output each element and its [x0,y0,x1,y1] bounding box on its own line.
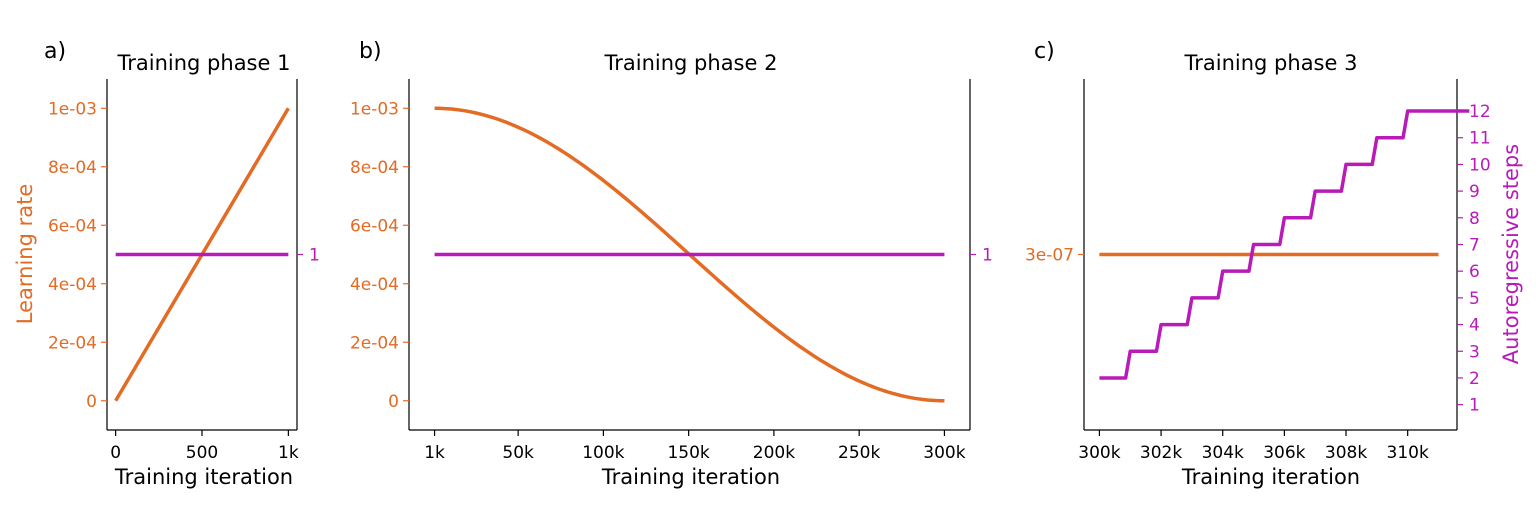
panel-b-x-tick-label: 100k [582,443,624,463]
panel-a-x-tick-label: 0 [110,443,121,463]
panel-c-x-tick-label: 306k [1263,443,1305,463]
panel-b-y-left-tick-label: 0 [388,392,399,412]
panel-c-y-right-tick-label: 10 [1469,155,1491,175]
panel-b-x-ticks: 1k 50k 100k 150k 200k 250k 300k [424,430,966,463]
panel-b-y-left-tick-label: 1e-03 [350,99,399,119]
panel-a-y-right-ticks: 1 [297,246,320,266]
panel-b-y-left-tick-label: 6e-04 [350,216,399,236]
panel-c-x-tick-label: 304k [1202,443,1244,463]
panel-c-y-right-tick-label: 5 [1469,289,1480,309]
panel-b-x-tick-label: 150k [667,443,709,463]
panel-a-y-left-tick-label: 2e-04 [48,333,97,353]
y-axis-label-learning-rate: Learning rate [13,184,37,325]
panel-a-x-ticks: 0 500 1k [110,430,299,463]
panel-a-y-left-tick-label: 8e-04 [48,158,97,178]
panel-c-label: c) [1034,39,1055,64]
panel-c-y-right-tick-label: 3 [1469,342,1480,362]
panel-b-x-tick-label: 1k [424,443,445,463]
panel-b-title: Training phase 2 [604,51,778,75]
panel-b-series [434,106,945,403]
panel-c-y-right-tick-label: 9 [1469,182,1480,202]
panel-c-series [1099,109,1470,380]
panel-c-x-ticks: 300k 302k 304k 306k 308k 310k [1078,430,1429,463]
panel-b-y-right-tick-label: 1 [982,246,993,266]
panel-c-x-tick-label: 310k [1387,443,1429,463]
panel-a-x-axis-label: Training iteration [114,465,293,489]
panel-a-y-left-tick-label: 4e-04 [48,275,97,295]
panel-b: b) Training phase 2 1k 50k 100k 150k 200k 250… [350,39,993,489]
panel-b-y-left-tick-label: 8e-04 [350,158,399,178]
panel-a-y-right-tick-label: 1 [309,246,320,266]
panel-b-x-tick-label: 300k [923,443,965,463]
panel-b-x-tick-label: 200k [753,443,795,463]
panel-c-x-tick-label: 308k [1325,443,1367,463]
panel-c-y-left-ticks: 3e-07 [1025,246,1084,266]
panel-c-title: Training phase 3 [1184,51,1358,75]
panel-a: a) Training phase 1 0 500 1k 0 2e-04 4e-04 6e… [13,39,320,489]
y-axis-label-autoregressive-steps: Autoregressive steps [1499,144,1523,364]
panel-c-y-left-tick-label: 3e-07 [1025,246,1074,266]
panel-a-x-tick-label: 500 [186,443,218,463]
panel-c-autoregressive-steps-line [1099,109,1470,380]
panel-b-y-left-ticks: 0 2e-04 4e-04 6e-04 8e-04 1e-03 [350,99,409,412]
panel-c-y-right-tick-label: 7 [1469,235,1480,255]
panel-a-y-left-ticks: 0 2e-04 4e-04 6e-04 8e-04 1e-03 [48,99,107,412]
panel-c-y-right-tick-label: 12 [1469,102,1491,122]
panel-c-y-right-tick-label: 6 [1469,262,1480,282]
panel-c-y-right-tick-label: 2 [1469,369,1480,389]
panel-b-x-tick-label: 250k [838,443,880,463]
panel-a-y-left-tick-label: 1e-03 [48,99,97,119]
panel-b-x-axis-label: Training iteration [601,465,780,489]
panel-a-series [114,107,290,402]
panel-c-y-right-tick-label: 8 [1469,209,1480,229]
panel-b-x-tick-label: 50k [502,443,534,463]
panel-c-y-right-tick-label: 4 [1469,316,1480,336]
panel-c: c) Training phase 3 300k 302k 304k 306k 308k… [1025,39,1523,489]
panel-a-title: Training phase 1 [117,51,291,75]
panel-c-x-tick-label: 300k [1078,443,1120,463]
panel-c-y-right-tick-label: 1 [1469,396,1480,416]
panel-a-y-left-tick-label: 0 [86,392,97,412]
panel-a-x-tick-label: 1k [278,443,299,463]
panel-b-y-left-tick-label: 4e-04 [350,275,399,295]
panel-c-x-axis-label: Training iteration [1181,465,1360,489]
panel-c-y-right-tick-label: 11 [1469,129,1491,149]
panel-b-label: b) [359,39,382,64]
panel-c-x-tick-label: 302k [1140,443,1182,463]
panel-b-y-right-ticks: 1 [970,246,993,266]
panel-a-label: a) [44,39,66,64]
panel-a-y-left-tick-label: 6e-04 [48,216,97,236]
panel-b-y-left-tick-label: 2e-04 [350,333,399,353]
